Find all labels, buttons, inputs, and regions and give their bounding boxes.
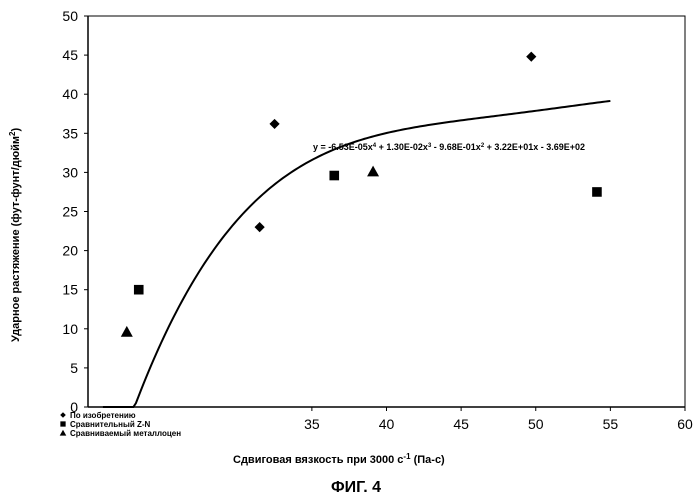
y-axis-label: Ударное растяжение (фут-фунт/дюйм2) — [8, 128, 23, 342]
legend-marker-triangle — [60, 430, 67, 436]
y-tick-label: 35 — [62, 125, 78, 141]
legend-marker-square — [60, 421, 65, 426]
x-tick-label: 55 — [603, 416, 619, 432]
legend-item-label: По изобретению — [70, 411, 136, 420]
y-tick-label: 15 — [62, 282, 78, 298]
y-tick-label: 20 — [62, 243, 78, 259]
data-point-square — [134, 285, 144, 295]
y-tick-label: 40 — [62, 86, 78, 102]
x-tick-label: 35 — [304, 416, 320, 432]
legend-marker-diamond — [60, 412, 66, 418]
y-tick-label: 45 — [62, 47, 78, 63]
data-point-square — [592, 187, 602, 197]
data-point-triangle — [121, 326, 133, 337]
data-point-triangle — [367, 166, 379, 177]
x-tick-label: 60 — [677, 416, 693, 432]
figure-caption: ФИГ. 4 — [331, 479, 381, 496]
plot-frame — [88, 16, 685, 407]
x-tick-label: 50 — [528, 416, 544, 432]
legend-item-label: Сравниваемый металлоцен — [70, 429, 181, 438]
y-tick-label: 30 — [62, 164, 78, 180]
data-point-diamond — [255, 222, 265, 232]
legend-item-label: Сравнительный Z-N — [70, 420, 151, 429]
trendline-equation: y = -6.53E-05x4 + 1.30E-02x3 - 9.68E-01x… — [313, 142, 585, 152]
x-tick-label: 45 — [453, 416, 469, 432]
y-tick-label: 50 — [62, 8, 78, 24]
x-axis-label: Сдвиговая вязкость при 3000 с-1 (Па-с) — [233, 452, 445, 467]
y-tick-label: 25 — [62, 204, 78, 220]
y-tick-label: 5 — [70, 360, 78, 376]
data-point-square — [329, 171, 339, 181]
x-tick-label: 40 — [379, 416, 395, 432]
data-point-diamond — [526, 52, 536, 62]
y-tick-label: 10 — [62, 321, 78, 337]
data-point-diamond — [269, 119, 279, 129]
